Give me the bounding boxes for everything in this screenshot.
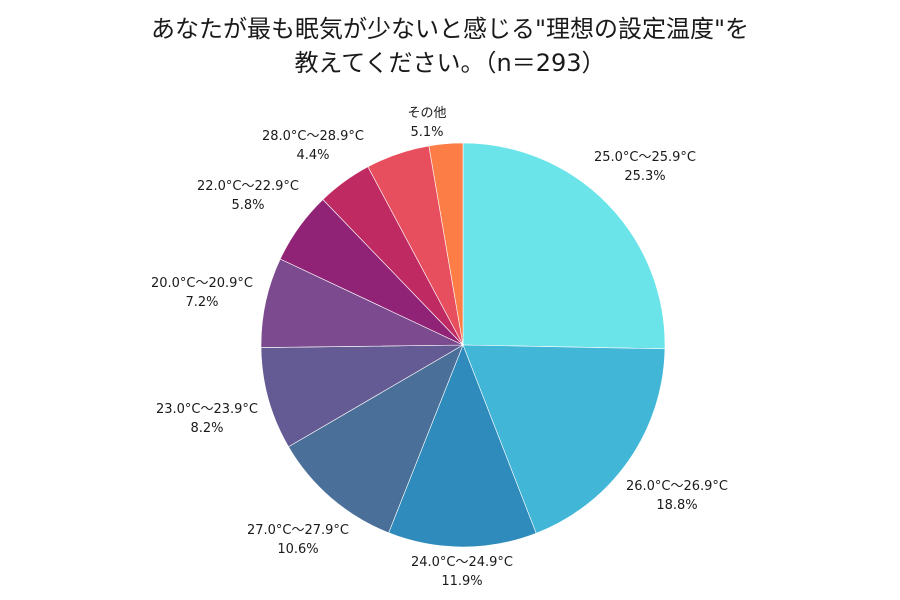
slice-category-label: 20.0°C～20.9°C [151,276,253,291]
slice-label: 28.0°C～28.9°C 4.4% [262,129,364,163]
slice-category-label: 26.0°C～26.9°C [626,479,728,494]
pie-slice [388,344,537,548]
slice-category-label: 24.0°C～24.9°C [411,555,513,570]
slice-category-label: その他 [407,106,446,121]
slice-percent-label: 4.4% [296,148,329,163]
slice-category-label: 28.0°C～28.9°C [262,129,364,144]
slice-category-label: 25.0°C～25.9°C [594,150,696,165]
slice-label: 20.0°C～20.9°C 7.2% [151,276,253,310]
slice-percent-label: 11.9% [441,574,482,589]
pie-slice [288,344,464,534]
slice-percent-label: 5.1% [410,125,443,140]
slice-percent-label: 10.6% [277,542,318,557]
slice-label: 26.0°C～26.9°C 18.8% [626,479,728,513]
slice-label: 27.0°C～27.9°C 10.6% [247,523,349,557]
slice-label: 24.0°C～24.9°C 11.9% [411,555,513,589]
slice-label: 22.0°C～22.9°C 5.8% [197,179,299,213]
pie-slice [462,142,666,350]
slice-label: 25.0°C～25.9°C 25.3% [594,150,696,184]
chart-title-line-2: 教えてください。（n＝293） [294,49,606,77]
slice-percent-label: 25.3% [624,169,665,184]
slice-category-label: 23.0°C～23.9°C [156,402,258,417]
slice-percent-label: 5.8% [231,198,264,213]
pie-slice [260,344,465,448]
pie-slice [428,142,464,346]
slice-label: その他 5.1% [407,106,446,140]
pie-labels: 25.0°C～25.9°C 25.3% 26.0°C～26.9°C 18.8% 24.0… [151,106,728,589]
pie-slices [260,142,666,548]
chart-title: あなたが最も眠気が少ないと感じる"理想の設定温度"を 教えてください。（n＝29… [0,12,900,80]
slice-percent-label: 8.2% [190,421,223,436]
chart-title-line-1: あなたが最も眠気が少ないと感じる"理想の設定温度"を [150,15,750,43]
slice-category-label: 27.0°C～27.9°C [247,523,349,538]
slice-label: 23.0°C～23.9°C 8.2% [156,402,258,436]
slice-category-label: 22.0°C～22.9°C [197,179,299,194]
slice-percent-label: 7.2% [185,295,218,310]
slice-percent-label: 18.8% [656,498,697,513]
pie-slice [462,344,666,534]
